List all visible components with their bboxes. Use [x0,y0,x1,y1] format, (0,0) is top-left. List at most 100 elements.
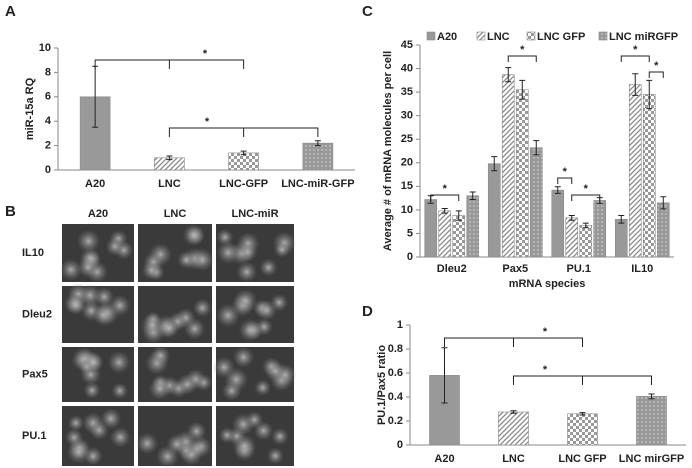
legend-label: LNC miRGFP [609,31,678,43]
legend-label: LNC [487,31,510,43]
significance-label: * [563,166,568,178]
y-tick-label: 5 [407,227,413,239]
cell [253,420,274,441]
x-tick-label: LNC [158,178,181,190]
legend-label: LNC GFP [537,31,585,43]
y-tick-label: 0 [45,164,51,176]
row-label: Pax5 [22,368,48,380]
y-tick-label: 6 [45,91,51,103]
cell [256,299,278,321]
bar [487,163,501,258]
significance-bracket [168,127,319,137]
bar [529,147,543,258]
y-tick-label: 10 [401,204,413,216]
error-bar [579,412,586,416]
cell [176,373,198,395]
error-bar [554,186,561,194]
cell [236,261,258,283]
significance-label: * [443,183,448,195]
column-label: LNC-miR [231,208,278,220]
legend-label: A20 [437,31,457,43]
cell [186,421,207,442]
cell [92,304,115,326]
bar [424,199,438,258]
y-tick-label: 0.8 [388,343,403,355]
significance-label: * [520,44,525,56]
significance-bracket [444,337,583,347]
significance-bracket [430,194,460,201]
row-label: Dleu2 [22,308,52,320]
error-bar [491,156,498,172]
cell [141,260,161,280]
cell [66,440,91,464]
cell [218,427,236,444]
cell [232,346,255,369]
error-bar [646,79,653,110]
panel-letter: B [5,203,16,220]
significance-label: * [633,44,638,56]
cell [177,250,196,269]
cell [77,256,99,278]
error-bar [510,410,517,414]
significance-label: * [543,326,548,338]
x-tick-label: LNC mirGFP [619,453,684,465]
significance-label: * [654,60,659,72]
bar [565,217,579,258]
cell [60,258,82,281]
significance-bracket [507,55,537,62]
error-bar [240,150,247,156]
column-label: A20 [88,208,108,220]
y-tick-label: 8 [45,66,51,78]
bar [551,189,565,258]
bar [515,89,529,258]
bar [636,396,667,446]
y-tick-label: 15 [401,180,413,192]
panel-letter: D [362,303,373,320]
cell [216,303,241,328]
cell [266,447,284,465]
cell [213,356,235,379]
legend-swatch [598,31,608,41]
error-bar [314,140,321,147]
cell [192,298,212,318]
cell [259,258,278,277]
significance-bracket [513,375,652,385]
y-tick-label: 35 [401,86,413,98]
bar [628,84,642,258]
error-bar [660,196,667,210]
cell [83,381,101,399]
x-axis-label: mRNA species [509,278,586,290]
y-tick-label: 30 [401,110,413,122]
cell [273,241,290,258]
row-label: IL10 [22,247,44,259]
legend-swatch [476,31,486,41]
error-bar [582,222,589,229]
y-tick-label: 10 [39,42,51,54]
x-tick-label: LNC GFP [558,453,606,465]
significance-bracket [648,71,664,78]
error-bar [505,67,512,83]
y-tick-label: 2 [45,140,51,152]
error-bar [455,210,462,221]
error-bar [519,79,526,100]
bar [642,94,656,258]
error-bar [441,207,448,214]
significance-bracket [94,59,245,69]
error-bar [568,215,575,221]
cell [232,434,257,458]
cell [183,317,206,340]
y-tick-label: 0 [407,251,413,263]
y-tick-label: 40 [401,62,413,74]
significance-label: * [205,116,210,128]
y-axis-label: Average # of mRNA molecules per cell [382,51,394,251]
x-tick-label: Pax5 [502,263,528,275]
cell [182,223,205,247]
cell [83,352,104,373]
legend-swatch [526,31,536,41]
significance-bracket [557,177,573,184]
cell [238,318,262,342]
bar [579,225,593,258]
cell [264,360,286,382]
x-tick-label: A20 [85,178,105,190]
